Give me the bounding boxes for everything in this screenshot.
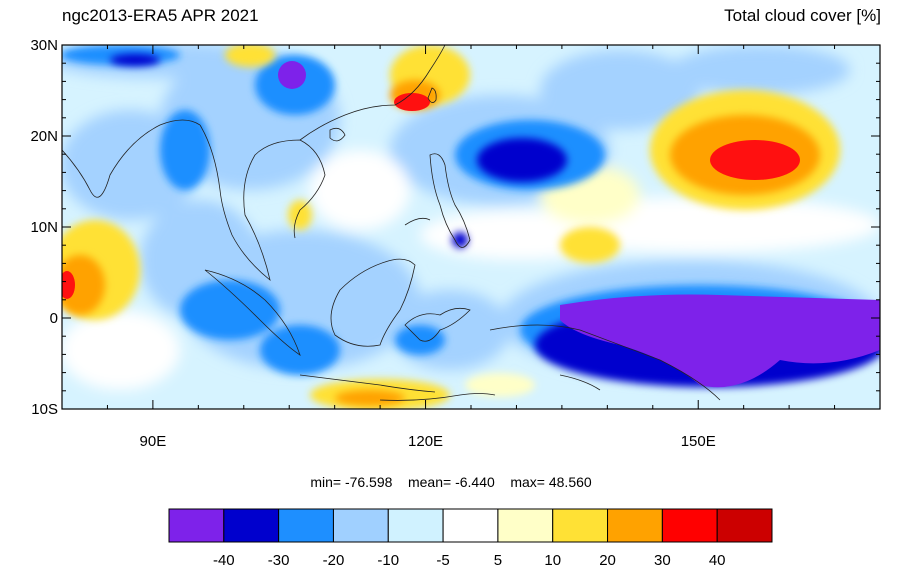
axis-ticks (61, 44, 881, 410)
lon-label: 150E (681, 433, 716, 450)
colorbar-label: 30 (654, 552, 671, 569)
colorbar-label: 10 (544, 552, 561, 569)
mean-value: -6.440 (455, 474, 495, 490)
colorbar-label: -40 (213, 552, 235, 569)
max-label: max= (510, 474, 545, 490)
max-value: 48.560 (548, 474, 592, 490)
map-title-left: ngc2013-ERA5 APR 2021 (62, 6, 259, 25)
cloud-field (62, 45, 880, 409)
colorbar-swatch (716, 508, 773, 543)
lon-label: 120E (408, 433, 443, 450)
colorbar-label: -10 (377, 552, 399, 569)
lat-label: 10S (31, 401, 58, 418)
lat-label: 10N (30, 219, 58, 236)
min-label: min= (310, 474, 342, 490)
colorbar-swatch (223, 508, 280, 543)
colorbar-label: -20 (323, 552, 345, 569)
map-title-right: Total cloud cover [%] (724, 6, 881, 25)
latitude-labels: 30N 20N 10N 0 10S (30, 37, 58, 418)
colorbar-label: -30 (268, 552, 290, 569)
statistics-line: min= -76.598 mean= -6.440 max= 48.560 (0, 474, 902, 490)
colorbar-label: -5 (436, 552, 449, 569)
lat-label: 30N (30, 37, 58, 54)
coastlines (62, 45, 721, 401)
lat-label: 0 (50, 310, 58, 327)
colorbar-swatch (442, 508, 499, 543)
colorbar-swatch (387, 508, 444, 543)
colorbar-swatch (661, 508, 718, 543)
colorbar-swatch (168, 508, 225, 543)
longitude-labels: 90E 120E 150E (140, 433, 716, 450)
colorbar-label: 20 (599, 552, 616, 569)
min-value: -76.598 (344, 474, 393, 490)
colorbar-swatch (278, 508, 334, 543)
lon-label: 90E (140, 433, 167, 450)
colorbar-labels: -40 -30 -20 -10 -5 5 10 20 30 40 (213, 552, 726, 569)
colorbar-label: 40 (709, 552, 726, 569)
colorbar-swatch (552, 508, 609, 543)
colorbar-swatch (332, 508, 389, 543)
colorbar (168, 508, 773, 543)
lat-label: 20N (30, 128, 58, 145)
colorbar-label: 5 (494, 552, 502, 569)
mean-label: mean= (407, 474, 452, 490)
colorbar-swatch (497, 508, 554, 543)
colorbar-swatch (607, 508, 663, 543)
